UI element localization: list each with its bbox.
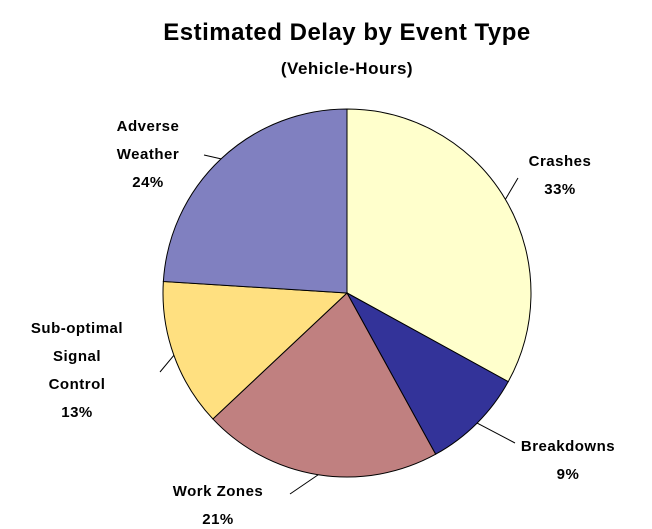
slice-value-label: 21% [202, 511, 234, 528]
leader-line [159, 355, 175, 373]
chart-subtitle: (Vehicle-Hours) [281, 59, 413, 78]
leader-line [476, 422, 516, 444]
leader-line [289, 474, 319, 495]
slice-label: Crashes [529, 153, 592, 170]
slice-label-line: Weather [117, 146, 179, 163]
slice-label: Breakdowns [521, 438, 615, 455]
slice-label-line: Signal [53, 348, 101, 365]
pie-slice [162, 108, 348, 294]
slice-label-line: Work Zones [173, 483, 264, 500]
slice-value-label: 33% [544, 181, 576, 198]
slice-value-label: 13% [61, 404, 93, 421]
slice-label-line: Breakdowns [521, 438, 615, 455]
slice-label-line: Sub-optimal [31, 320, 123, 337]
leader-line [504, 177, 519, 200]
slice-label: Work Zones [173, 483, 264, 500]
slice-value-label: 24% [132, 174, 164, 191]
slice-label-line: Adverse [117, 118, 180, 135]
slice-label-line: Crashes [529, 153, 592, 170]
pie-slice [346, 108, 532, 383]
slice-label: Adverse Weather [117, 118, 180, 163]
slice-label-line: Control [49, 376, 106, 393]
slice-value-label: 9% [557, 466, 580, 483]
chart-title: Estimated Delay by Event Type [163, 19, 531, 46]
pie-slice [345, 291, 509, 455]
slice-label: Sub-optimal Signal Control [31, 320, 123, 393]
leader-line [203, 154, 222, 160]
pie-slice [212, 292, 437, 478]
